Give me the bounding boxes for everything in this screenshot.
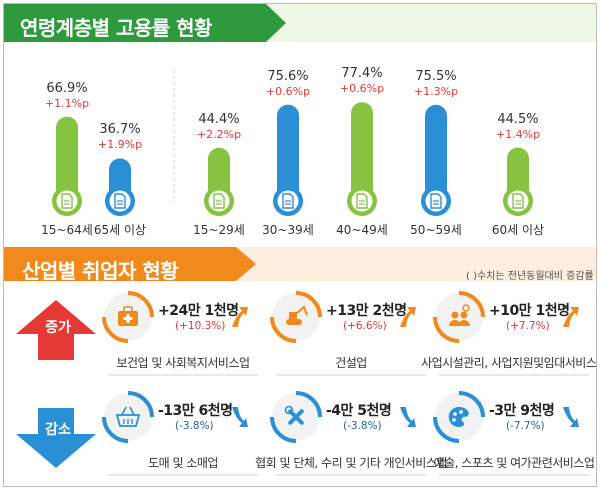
industry-percent: (+10.3%) [175, 320, 226, 332]
bar-change-label: +2.2%p [196, 127, 242, 141]
icon-circle-arc [458, 291, 485, 318]
bar [351, 102, 373, 201]
industry-percent: (+7.7%) [506, 320, 550, 332]
bar-value-label: 75.6% [267, 68, 309, 84]
icon-circle-arc [295, 291, 322, 318]
industry-value: +13만 2천명 [326, 303, 407, 319]
trend-down-arrow-icon [400, 407, 416, 427]
icon-circle-arc [270, 416, 297, 443]
bar-value-label: 44.4% [198, 111, 240, 127]
industry-name: 예술, 스포츠 및 여가관련서비스업 [433, 456, 595, 470]
bar-change-label: +1.4%p [495, 127, 541, 141]
section2-header-tab [4, 247, 256, 281]
decrease-label: 감소 [45, 422, 71, 438]
infographic: 연령계층별 고용률 현황 산업별 취업자 현황 ( )수치는 전년동월대비 증감… [3, 3, 597, 487]
industry-percent: (+6.6%) [343, 320, 387, 332]
icon-circle-bg [435, 293, 483, 341]
icon-circle-arc [102, 416, 129, 443]
section1-header-tab [4, 4, 286, 42]
icon-circle-arc [433, 416, 460, 443]
icon-circle-arc [458, 391, 485, 418]
industry-percent: (-7.7%) [506, 420, 545, 432]
bar-category-label: 30~39세 [262, 223, 314, 237]
section2-title: 산업별 취업자 현황 [22, 259, 179, 283]
industry-value: -13만 6천명 [158, 403, 233, 419]
bar-category-label: 40~49세 [336, 223, 388, 237]
bar [56, 116, 78, 201]
trend-up-arrow-icon [563, 307, 579, 327]
section2-note: ( )수치는 전년동월대비 증감률 [466, 271, 594, 282]
icon-circle-arc [433, 316, 460, 343]
industry-name: 도매 및 소매업 [148, 456, 218, 470]
excavator-icon [286, 305, 308, 325]
industry-value: -4만 5천명 [326, 403, 392, 419]
decrease-arrow-icon [16, 408, 96, 468]
bar-change-label: +1.9%p [97, 138, 143, 152]
trend-down-arrow-icon [563, 407, 579, 427]
icon-circle-arc [127, 391, 154, 418]
increase-arrow-icon [16, 300, 96, 360]
document-icon [430, 193, 442, 209]
document-icon [512, 193, 524, 209]
icon-circle-arc [295, 391, 322, 418]
document-icon [282, 193, 294, 209]
bar-category-label: 65세 이상 [93, 223, 147, 237]
bar-change-label: +1.3%p [413, 84, 459, 98]
bar-value-label: 44.5% [497, 111, 539, 127]
document-icon [356, 193, 368, 209]
industry-percent: (-3.8%) [175, 420, 214, 432]
bar-category-label: 50~59세 [410, 223, 462, 237]
business-people-icon [449, 304, 470, 326]
document-icon [61, 193, 73, 209]
industry-name: 건설업 [335, 356, 367, 370]
document-icon [114, 193, 126, 209]
wrench-tools-icon [284, 405, 304, 425]
bar [425, 104, 447, 201]
bar-value-label: 66.9% [46, 80, 88, 96]
document-icon [213, 193, 225, 209]
bar-change-label: +1.1%p [44, 96, 90, 110]
bar-category-label: 15~64세 [41, 223, 93, 237]
icon-circle-bg [104, 393, 152, 441]
infographic-graphics [4, 4, 596, 476]
industry-name: 보건업 및 사회복지서비스업 [116, 356, 250, 370]
icon-circle-arc [270, 316, 297, 343]
bar-value-label: 77.4% [341, 66, 383, 82]
shopping-basket-icon [115, 406, 141, 427]
icon-circle-arc [102, 316, 129, 343]
bar-category-label: 60세 이상 [491, 223, 545, 237]
industry-percent: (-3.8%) [343, 420, 382, 432]
bar [277, 104, 299, 201]
bar-change-label: +0.6%p [339, 82, 385, 96]
industry-value: +10만 1천명 [489, 303, 570, 319]
bar-value-label: 36.7% [99, 122, 141, 138]
trend-up-arrow-icon [232, 307, 248, 327]
industry-name: 협회 및 단체, 수리 및 기타 개인서비스업 [255, 456, 447, 470]
bar-change-label: +0.6%p [265, 84, 311, 98]
bar-value-label: 75.5% [415, 68, 457, 84]
first-aid-kit-icon [118, 306, 138, 326]
trend-up-arrow-icon [400, 307, 416, 327]
trend-down-arrow-icon [232, 407, 248, 427]
bar-category-label: 15~29세 [193, 223, 245, 237]
icon-circle-arc [127, 291, 154, 318]
industry-name: 사업시설관리, 사업지원및임대서비스업 [421, 356, 597, 370]
paint-palette-icon [448, 406, 469, 427]
industry-value: +24만 1천명 [158, 303, 239, 319]
section1-title: 연령계층별 고용률 현황 [20, 16, 212, 40]
increase-label: 증가 [45, 320, 71, 336]
industry-value: -3만 9천명 [489, 403, 555, 419]
